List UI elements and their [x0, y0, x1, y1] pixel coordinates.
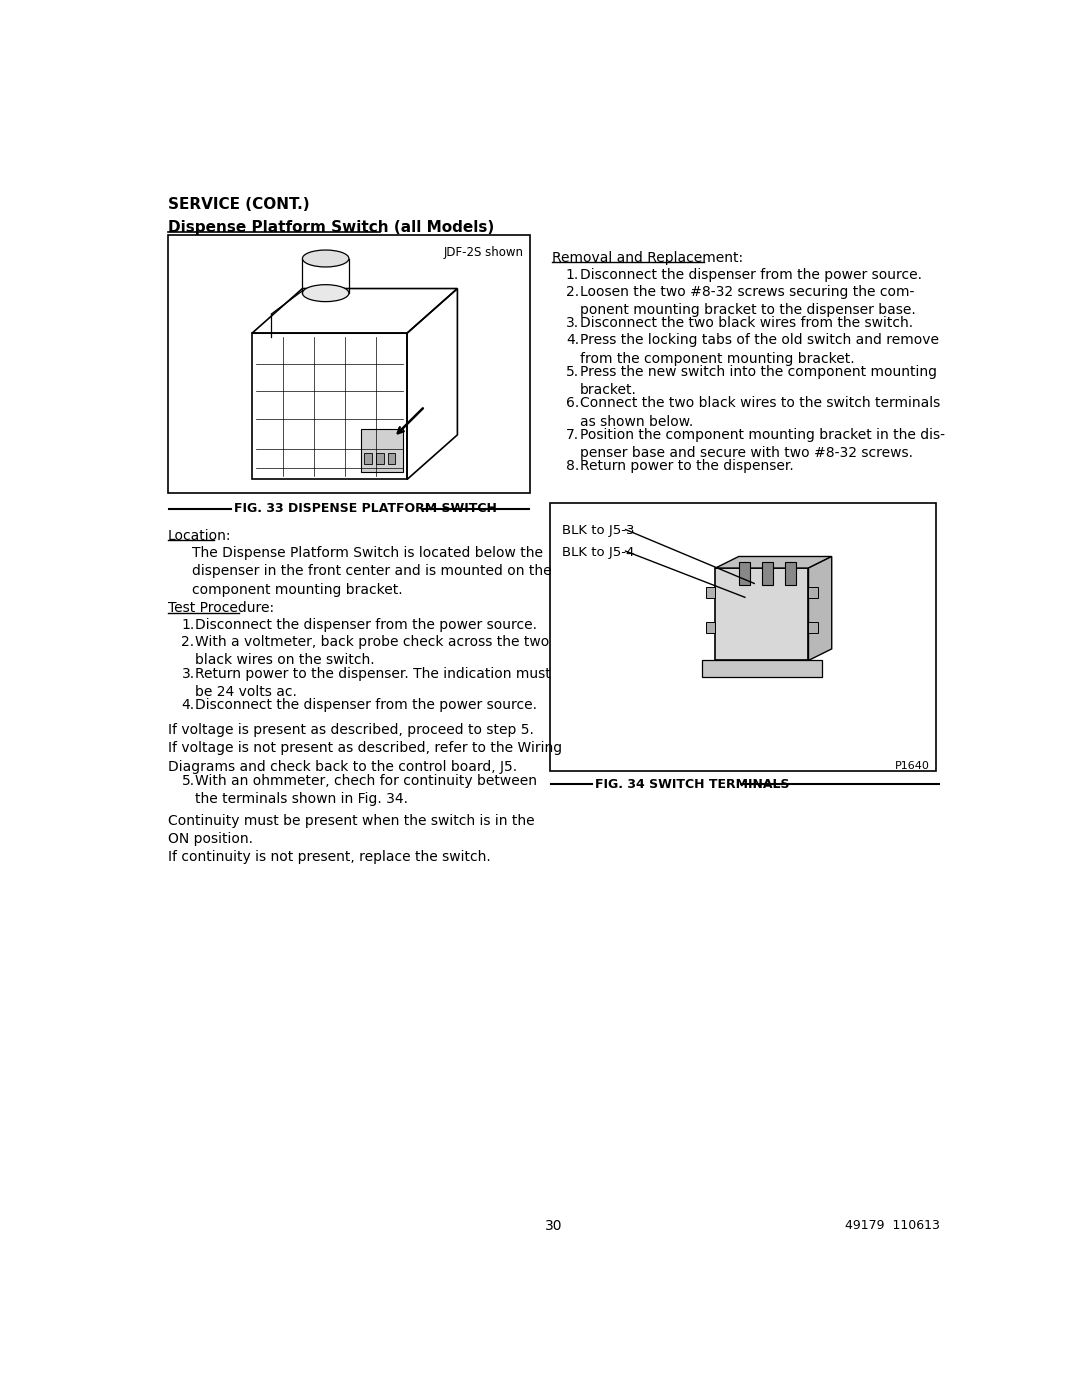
Text: Disconnect the dispenser from the power source.: Disconnect the dispenser from the power …: [580, 268, 922, 282]
Bar: [715, 569, 809, 661]
Text: 2.: 2.: [181, 636, 194, 650]
Bar: [762, 562, 773, 585]
Bar: [706, 587, 715, 598]
Text: Disconnect the dispenser from the power source.: Disconnect the dispenser from the power …: [195, 617, 538, 631]
Bar: [706, 622, 715, 633]
Text: Press the new switch into the component mounting
bracket.: Press the new switch into the component …: [580, 365, 936, 397]
Bar: [739, 562, 750, 585]
Text: Connect the two black wires to the switch terminals
as shown below.: Connect the two black wires to the switc…: [580, 397, 940, 429]
Text: Press the locking tabs of the old switch and remove
from the component mounting : Press the locking tabs of the old switch…: [580, 334, 939, 366]
Text: BLK to J5-4: BLK to J5-4: [562, 546, 634, 559]
Text: Disconnect the two black wires from the switch.: Disconnect the two black wires from the …: [580, 316, 913, 330]
Text: Return power to the dispenser.: Return power to the dispenser.: [580, 460, 794, 474]
Bar: [785, 562, 796, 585]
Text: 4.: 4.: [181, 698, 194, 712]
Text: 2.: 2.: [566, 285, 579, 299]
Bar: [376, 453, 383, 464]
Polygon shape: [809, 556, 832, 661]
Bar: [550, 503, 935, 771]
Text: FIG. 33 DISPENSE PLATFORM SWITCH: FIG. 33 DISPENSE PLATFORM SWITCH: [234, 503, 497, 515]
Bar: [809, 587, 818, 598]
Text: FIG. 34 SWITCH TERMINALS: FIG. 34 SWITCH TERMINALS: [595, 778, 789, 791]
Bar: [809, 622, 818, 633]
Ellipse shape: [302, 285, 349, 302]
Text: Loosen the two #8-32 screws securing the com-
ponent mounting bracket to the dis: Loosen the two #8-32 screws securing the…: [580, 285, 916, 317]
Text: Location:: Location:: [167, 529, 231, 543]
Text: 30: 30: [544, 1218, 563, 1232]
Text: P1640: P1640: [894, 761, 930, 771]
Text: Return power to the dispenser. The indication must
be 24 volts ac.: Return power to the dispenser. The indic…: [195, 666, 551, 698]
Text: 5.: 5.: [181, 774, 194, 788]
Text: SERVICE (CONT.): SERVICE (CONT.): [167, 197, 309, 212]
Text: With a voltmeter, back probe check across the two
black wires on the switch.: With a voltmeter, back probe check acros…: [195, 636, 550, 668]
Text: 8.: 8.: [566, 460, 579, 474]
Text: Position the component mounting bracket in the dis-
penser base and secure with : Position the component mounting bracket …: [580, 427, 945, 460]
Polygon shape: [715, 556, 832, 569]
Text: 1.: 1.: [566, 268, 579, 282]
Bar: [361, 429, 403, 472]
Bar: [364, 453, 373, 464]
Text: 4.: 4.: [566, 334, 579, 348]
Text: 3.: 3.: [181, 666, 194, 680]
Text: With an ohmmeter, chech for continuity between
the terminals shown in Fig. 34.: With an ohmmeter, chech for continuity b…: [195, 774, 538, 806]
Text: The Dispense Platform Switch is located below the
dispenser in the front center : The Dispense Platform Switch is located …: [192, 546, 552, 597]
Text: JDF-2S shown: JDF-2S shown: [444, 246, 524, 260]
Bar: [702, 661, 823, 678]
Text: 7.: 7.: [566, 427, 579, 441]
Bar: [167, 236, 530, 493]
Text: Removal and Replacement:: Removal and Replacement:: [552, 251, 743, 265]
Text: 6.: 6.: [566, 397, 579, 411]
Text: Disconnect the dispenser from the power source.: Disconnect the dispenser from the power …: [195, 698, 538, 712]
Text: 5.: 5.: [566, 365, 579, 379]
Text: 49179  110613: 49179 110613: [845, 1218, 940, 1232]
Text: BLK to J5-3: BLK to J5-3: [562, 524, 635, 538]
Text: If voltage is present as described, proceed to step 5.
If voltage is not present: If voltage is present as described, proc…: [167, 722, 562, 774]
Text: Continuity must be present when the switch is in the
ON position.
If continuity : Continuity must be present when the swit…: [167, 813, 535, 865]
Text: Test Procedure:: Test Procedure:: [167, 601, 273, 615]
Text: Dispense Platform Switch (all Models): Dispense Platform Switch (all Models): [167, 219, 494, 235]
Text: 1.: 1.: [181, 617, 194, 631]
Bar: [388, 453, 395, 464]
Text: 3.: 3.: [566, 316, 579, 330]
Ellipse shape: [302, 250, 349, 267]
